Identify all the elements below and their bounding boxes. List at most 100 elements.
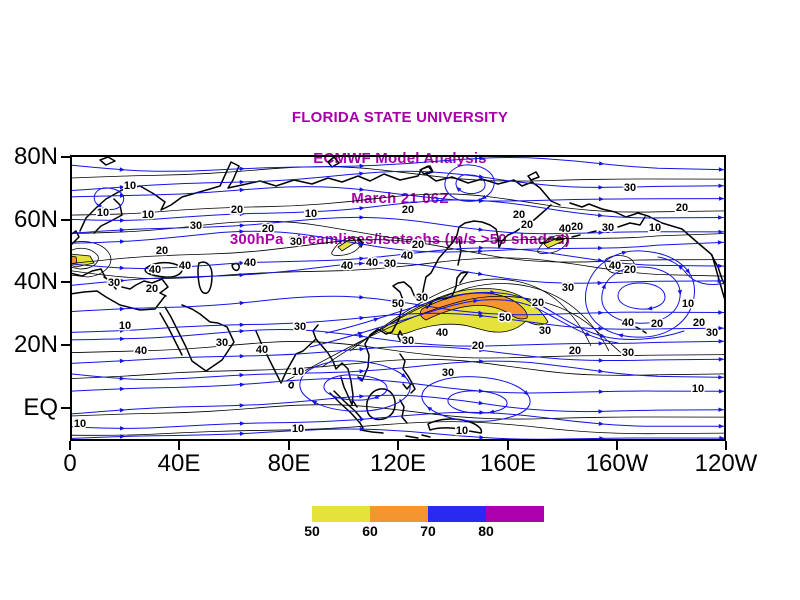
isotach-label: 10	[119, 320, 131, 332]
isotach-label: 30	[622, 347, 634, 359]
streamline-arrow-icon	[239, 421, 246, 426]
colorbar-segment-60	[370, 506, 428, 522]
map-frame	[70, 155, 726, 441]
isotach-contour	[70, 247, 99, 270]
streamline-arrow-icon	[359, 426, 365, 432]
isotach-label: 20	[231, 204, 243, 216]
isotach-label: 10	[692, 383, 704, 395]
coastline-arctic-islands	[99, 156, 540, 181]
isotach-label: 20	[532, 297, 544, 309]
isotach-contour	[70, 239, 726, 265]
isotach-label: 30	[539, 325, 551, 337]
streamline-arrow-icon	[718, 326, 724, 331]
streamline-arrow-icon	[239, 187, 245, 193]
streamline-arrow-icon	[119, 408, 126, 413]
streamline-arrow-icon	[598, 389, 605, 394]
streamline	[70, 262, 726, 286]
streamline-arrow-icon	[401, 372, 407, 378]
streamline-arrow-icon	[119, 376, 125, 381]
streamline-arrow-icon	[488, 409, 495, 414]
streamline-arrow-icon	[239, 211, 245, 217]
isotach-label: 30	[290, 236, 302, 248]
streamline-arrow-icon	[598, 161, 605, 166]
isotach-label: 20	[402, 204, 414, 216]
isotach-contour	[537, 234, 568, 254]
streamline-arrow-icon	[598, 326, 604, 331]
streamline	[70, 156, 726, 172]
streamline-arrow-icon	[239, 166, 245, 171]
x-axis-label: 0	[63, 450, 77, 477]
streamline-arrow-icon	[479, 347, 485, 353]
isotach-label: 40	[559, 223, 571, 235]
streamline-arrow-icon	[359, 376, 365, 382]
streamline-arrow-icon	[373, 317, 380, 322]
streamline	[70, 170, 726, 192]
axis-tick	[507, 441, 509, 450]
streamline-arrow-icon	[426, 406, 433, 412]
streamline-arrow-icon	[239, 260, 245, 266]
streamline-arrow-icon	[523, 390, 529, 396]
streamline-arrow-icon	[359, 206, 365, 211]
isotach-label: 40	[341, 260, 353, 272]
streamline	[70, 216, 726, 235]
axis-tick	[61, 219, 70, 221]
streamline-arrow-icon	[359, 347, 365, 352]
axis-tick	[61, 407, 70, 409]
streamline	[70, 328, 726, 347]
streamline-arrow-icon	[119, 278, 125, 283]
streamline-arrow-icon	[718, 339, 724, 344]
isotach-label: 20	[521, 219, 533, 231]
isotach-label: 10	[74, 418, 86, 430]
coastline-eurasia-north	[79, 161, 561, 232]
streamline-arrow-icon	[359, 163, 365, 169]
streamline-arrow-icon	[478, 174, 485, 179]
axis-tick	[61, 344, 70, 346]
streamline-arrow-icon	[239, 329, 245, 334]
streamline-arrow-icon	[311, 400, 318, 406]
isotach-label: 20	[569, 345, 581, 357]
streamline-arrow-icon	[601, 283, 606, 290]
isotach-label: 20	[513, 209, 525, 221]
streamline	[70, 378, 726, 394]
streamline-arrow-icon	[239, 272, 245, 278]
streamline-arrow-icon	[119, 426, 126, 431]
isotach-label: 20	[472, 340, 484, 352]
isotach-label: 50	[499, 312, 511, 324]
title-university: FLORIDA STATE UNIVERSITY	[291, 109, 509, 126]
streamline-arrow-icon	[685, 268, 691, 274]
x-axis-label: 40E	[157, 450, 201, 477]
isotach-contour	[70, 421, 726, 436]
streamline-arrow-icon	[598, 185, 604, 190]
x-axis-label: 120E	[369, 450, 427, 477]
streamline-arrow-icon	[597, 245, 604, 251]
streamline-arrow-icon	[598, 358, 604, 363]
streamline-vortex	[455, 174, 486, 195]
isotach-shading-layer	[70, 236, 564, 335]
streamline	[70, 345, 726, 364]
streamline	[657, 256, 726, 286]
isotach-label: 30	[706, 327, 718, 339]
isotach-label: 10	[124, 180, 136, 192]
isotach-label: 40	[609, 260, 621, 272]
streamline-arrow-icon	[358, 261, 365, 266]
isotach-label: 20	[651, 318, 663, 330]
streamline-arrow-icon	[718, 407, 724, 412]
streamline-arrow-icon	[717, 278, 723, 284]
streamline	[70, 360, 726, 381]
colorbar	[312, 506, 544, 522]
streamline-arrow-icon	[478, 388, 485, 394]
streamline-arrow-icon	[239, 382, 246, 387]
streamline-arrow-icon	[239, 300, 245, 306]
isotach-label: 30	[416, 292, 428, 304]
streamline-arrow-icon	[718, 310, 724, 315]
streamline-anticyclone	[323, 374, 388, 401]
streamline-arrow-icon	[718, 357, 724, 362]
streamline-arrow-icon	[479, 198, 485, 203]
streamline	[70, 428, 726, 440]
streamline-arrow-icon	[119, 239, 126, 244]
streamline-arrow-icon	[359, 215, 365, 220]
x-axis-label: 80E	[267, 450, 311, 477]
colorbar-label: 70	[420, 523, 436, 539]
coastline-europe-africa	[70, 198, 235, 372]
isotach-label: 40	[401, 250, 413, 262]
